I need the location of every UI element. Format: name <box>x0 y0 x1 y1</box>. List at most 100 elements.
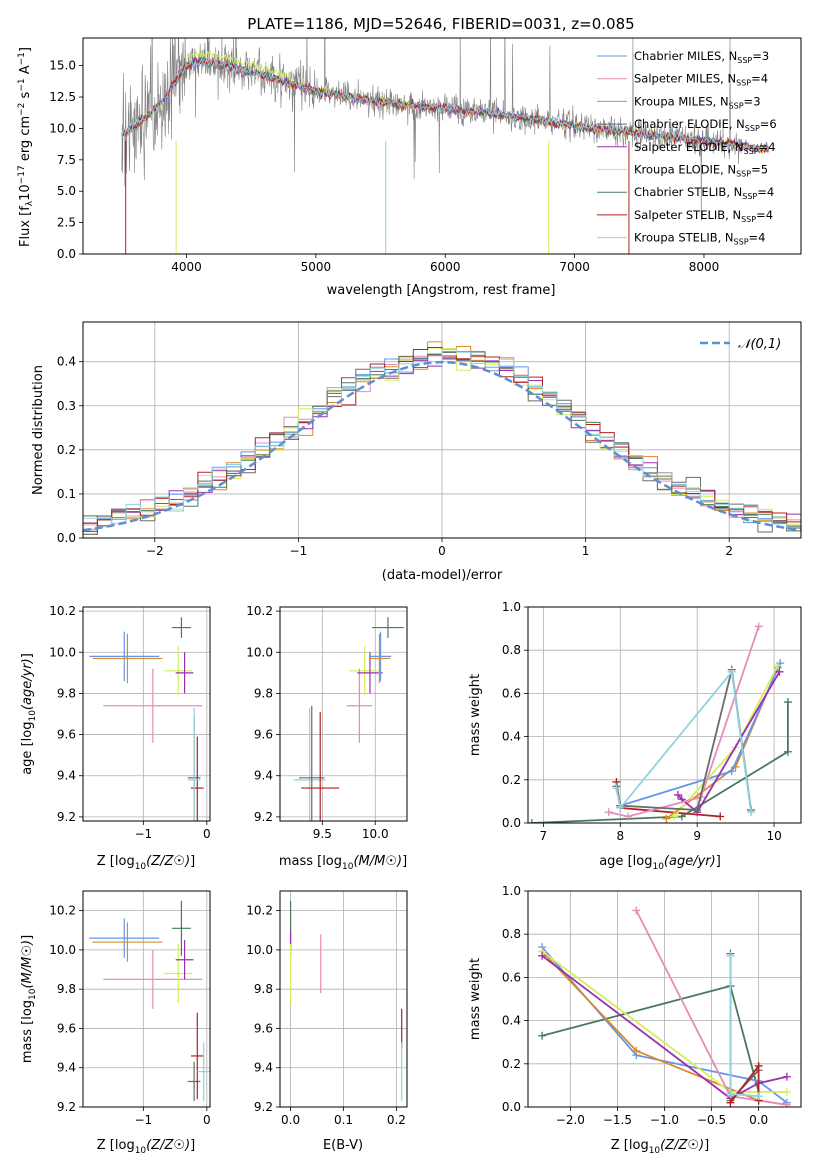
y-axis-label: mass [log10(M/M☉)] <box>20 935 38 1063</box>
legend-nssp-value: 4 <box>767 185 774 199</box>
legend-label: Chabrier STELIB, NSSP=4 <box>634 185 774 201</box>
y-tick-label: 9.2 <box>57 1100 76 1114</box>
label-prefix: age [log <box>599 854 652 869</box>
axes-frame <box>279 890 408 1108</box>
y-tick-label: 10.2 <box>49 604 76 618</box>
weight-series-line <box>531 702 789 823</box>
label-suffix: ] <box>190 854 195 869</box>
label-prefix: mass [log <box>20 1000 35 1063</box>
legend-nssp-value: 4 <box>758 231 765 245</box>
ticks: −1 0 9.2 9.4 9.6 9.8 10.0 10.2 <box>49 604 210 841</box>
weight-series-line <box>541 984 760 1093</box>
legend-nssp-value: 3 <box>753 94 760 108</box>
y-tick-label: 5.0 <box>57 184 76 198</box>
y-tick-label: 9.6 <box>254 728 273 742</box>
x-axis-label: Z [log10(Z/Z☉)] <box>97 854 195 872</box>
x-tick-label: 8000 <box>689 260 720 274</box>
axes-frame <box>82 606 211 822</box>
weight-series-line <box>620 662 782 807</box>
weight-marker <box>727 667 736 676</box>
x-tick-label: 9.5 <box>313 827 332 841</box>
legend-nssp-value: 4 <box>761 72 768 86</box>
legend-label: Chabrier MILES, NSSP=3 <box>634 49 769 65</box>
y-axis-label: mass weight <box>468 958 483 1040</box>
legend-nssp-value: 5 <box>761 163 768 177</box>
weight-marker <box>782 1087 791 1096</box>
weight-marker <box>538 951 547 960</box>
residual-histogram <box>83 348 801 528</box>
label-expr: (Z/Z☉) <box>660 1138 704 1153</box>
legend-label: Kroupa ELODIE, NSSP=5 <box>634 163 768 179</box>
legend-nssp-prefix: , N <box>725 208 741 222</box>
weight-marker <box>783 698 792 707</box>
weight-marker <box>632 906 641 915</box>
y-tick-label: 9.2 <box>254 1100 273 1114</box>
y-tick-label: 9.6 <box>57 1021 76 1035</box>
legend-label: 𝒩(0,1) <box>738 337 781 352</box>
legend-nssp-sub: SSP <box>734 238 749 247</box>
x-tick-label: 0 <box>438 544 446 558</box>
y-tick-label: 12.5 <box>49 90 76 104</box>
legend-nssp-eq: = <box>752 49 762 63</box>
y-tick-label: 10.0 <box>49 121 76 135</box>
x-axis-label: Z [log10(Z/Z☉)] <box>611 1138 709 1156</box>
label-prefix: Z [log <box>611 1138 649 1153</box>
y-tick-label: 0.0 <box>57 247 76 261</box>
y-tick-label: 9.8 <box>254 686 273 700</box>
x-axis-label: mass [log10(M/M☉)] <box>279 854 407 872</box>
legend-label: Salpeter MILES, NSSP=4 <box>634 72 768 88</box>
weight-marker <box>747 808 756 817</box>
label-prefix: age [log <box>20 722 35 775</box>
y-tick-label: 0.8 <box>502 643 521 657</box>
weight-marker <box>670 812 679 821</box>
residuals-panel: −2 −1 0 1 2 0.0 0.1 0.2 0.3 0.4 𝒩(0,1) (data-model)… <box>31 321 802 583</box>
plot-area <box>83 341 801 535</box>
weight-marker <box>604 808 613 817</box>
y-tick-label: 0.0 <box>502 1100 521 1114</box>
y-tick-label: 0.4 <box>502 730 521 744</box>
x-tick-label: 4000 <box>171 260 202 274</box>
mass-vs-ebv-panel: 0.0 0.1 0.2 9.2 9.4 9.6 9.8 10.0 10.2 E(B-V) <box>246 890 408 1153</box>
x-axis-label: Z [log10(Z/Z☉)] <box>97 1138 195 1156</box>
weight-series-line <box>665 667 779 820</box>
x-tick-label: 9 <box>693 829 701 843</box>
weight-series-line <box>673 664 779 818</box>
y-tick-label: 15.0 <box>49 59 76 73</box>
y-tick-label: 10.2 <box>246 604 273 618</box>
ticks: 7 8 9 10 0.0 0.2 0.4 0.6 0.8 1.0 <box>502 600 782 843</box>
legend-label: Salpeter ELODIE, NSSP=4 <box>634 140 776 156</box>
label-suffix: ] <box>716 854 721 869</box>
legend-nssp-eq: = <box>751 163 761 177</box>
ticks: 9.5 10.0 9.2 9.4 9.6 9.8 10.0 10.2 <box>246 604 388 841</box>
axes-frame <box>82 37 802 255</box>
legend-nssp-prefix: , N <box>713 94 729 108</box>
y-tick-label: 9.4 <box>254 1061 273 1075</box>
y-tick-label: 9.6 <box>57 728 76 742</box>
ticks: 0.0 0.1 0.2 9.2 9.4 9.6 9.8 10.0 10.2 <box>246 904 406 1127</box>
weight-marker <box>716 812 725 821</box>
y-axis-label: Flux [fλ10−17 erg cm−2 s−1 A−1] <box>17 47 35 247</box>
weight-series-line <box>608 626 760 818</box>
label-sub: 10 <box>135 862 147 872</box>
label-sub: 10 <box>135 1146 147 1156</box>
weight-marker <box>538 1031 547 1040</box>
model-spectrum <box>121 58 770 154</box>
x-tick-label: 10 <box>766 829 781 843</box>
y-tick-label: 1.0 <box>502 600 521 614</box>
y-tick-label: 0.6 <box>502 686 521 700</box>
y-tick-label: 9.8 <box>254 982 273 996</box>
y-tick-label: 10.0 <box>49 943 76 957</box>
legend-nssp-prefix: , N <box>721 49 737 63</box>
legend: Chabrier MILES, NSSP=3 Salpeter MILES, NS… <box>597 49 777 247</box>
x-tick-label: 0.0 <box>749 1113 768 1127</box>
weight-marker <box>632 1046 641 1055</box>
legend-label: Kroupa MILES, NSSP=3 <box>634 94 761 110</box>
gridlines <box>280 607 407 821</box>
x-tick-label: 2 <box>725 544 733 558</box>
legend-nssp-sub: SSP <box>736 170 751 179</box>
gridlines <box>528 890 801 1108</box>
spectrum-panel: 4000 5000 6000 7000 8000 0.0 2.5 5.0 7.5 10.0 12.5… <box>17 37 802 298</box>
legend-nssp-value: 6 <box>769 117 776 131</box>
legend-nssp-sub: SSP <box>741 215 756 224</box>
x-tick-label: 6000 <box>430 260 461 274</box>
